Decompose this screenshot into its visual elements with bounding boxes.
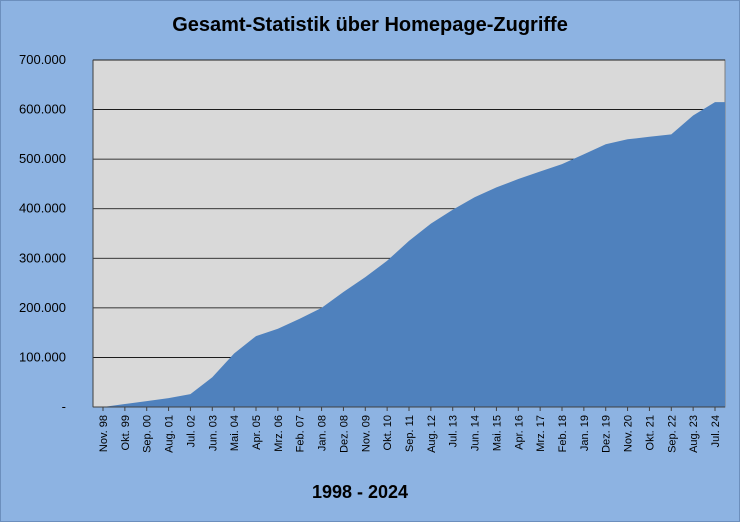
x-tick-label: Aug. 12 <box>426 415 438 453</box>
x-tick-label: Okt. 10 <box>382 415 394 450</box>
x-tick-label: Mai. 15 <box>491 415 503 451</box>
y-axis-ticks: - 100.000 200.000 300.000 400.000 500.000 600.… <box>19 52 66 414</box>
x-tick-label: Apr. 05 <box>251 415 263 450</box>
x-tick-label: Dez. 08 <box>338 415 350 453</box>
x-tick-label: Dez. 19 <box>601 415 613 453</box>
x-tick-label: Okt. 99 <box>120 415 132 450</box>
x-tick-label: Sep. 22 <box>666 415 678 453</box>
x-tick-label: Jan. 19 <box>579 415 591 451</box>
x-tick-label: Aug. 23 <box>688 415 700 453</box>
x-tick-label: Aug. 01 <box>164 415 176 453</box>
x-tick-label: Okt. 21 <box>644 415 656 450</box>
x-axis-ticks: Nov. 98 Okt. 99 Sep. 00 Aug. 01 Jul. 02 Jun. … <box>98 407 722 453</box>
y-tick-label: - <box>62 399 66 414</box>
x-tick-label: Jun. 14 <box>470 415 482 451</box>
x-tick-label: Jun. 03 <box>207 415 219 451</box>
x-tick-label: Jul. 02 <box>185 415 197 447</box>
y-tick-label: 600.000 <box>19 102 66 117</box>
x-tick-label: Nov. 09 <box>360 415 372 452</box>
y-tick-label: 500.000 <box>19 151 66 166</box>
y-tick-label: 400.000 <box>19 201 66 216</box>
chart-title: Gesamt-Statistik über Homepage-Zugriffe <box>172 14 568 36</box>
area-series <box>103 102 725 407</box>
x-tick-label: Mrz. 06 <box>273 415 285 452</box>
x-tick-label: Mai. 04 <box>229 415 241 451</box>
y-tick-label: 300.000 <box>19 250 66 265</box>
x-tick-label: Nov. 98 <box>98 415 110 452</box>
x-tick-label: Apr. 16 <box>513 415 525 450</box>
y-tick-label: 100.000 <box>19 349 66 364</box>
x-tick-label: Nov. 20 <box>623 415 635 452</box>
x-tick-label: Jul. 13 <box>448 415 460 447</box>
x-tick-label: Mrz. 17 <box>535 415 547 452</box>
x-tick-label: Sep. 00 <box>142 415 154 453</box>
x-tick-label: Jul. 24 <box>710 415 722 447</box>
x-tick-label: Feb. 07 <box>295 415 307 452</box>
y-tick-label: 700.000 <box>19 52 66 67</box>
x-tick-label: Sep. 11 <box>404 415 416 452</box>
y-tick-label: 200.000 <box>19 300 66 315</box>
x-tick-label: Feb. 18 <box>557 415 569 452</box>
chart-subtitle: 1998 - 2024 <box>311 482 409 502</box>
x-tick-label: Jan. 08 <box>317 415 329 451</box>
